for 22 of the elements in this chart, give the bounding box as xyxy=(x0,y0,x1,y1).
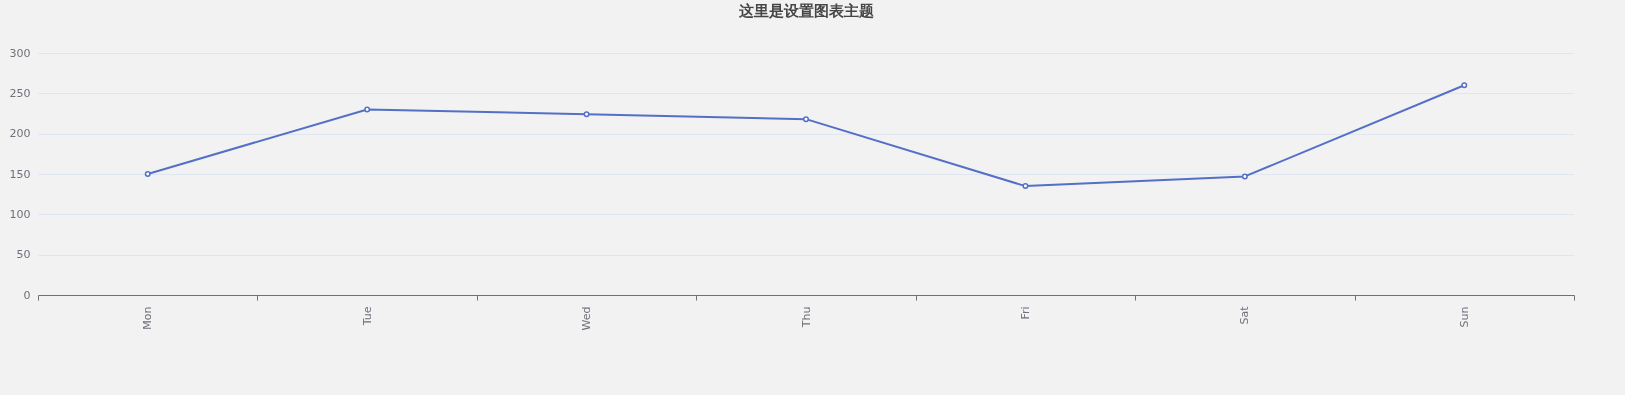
x-tick-label: Tue xyxy=(360,306,374,327)
point xyxy=(1461,82,1468,89)
y-tick-label: 200 xyxy=(9,127,31,141)
point xyxy=(1022,183,1029,190)
y-tick-label: 50 xyxy=(16,248,31,262)
point xyxy=(144,171,151,177)
x-tick-label: Sat xyxy=(1238,305,1252,325)
y-tick-label: 0 xyxy=(23,288,31,302)
x-tick-label: Fri xyxy=(1018,306,1032,320)
point xyxy=(364,106,371,113)
x-tick-label: Sun xyxy=(1457,306,1471,328)
y-tick-label: 150 xyxy=(9,167,31,181)
x-tick-label: Thu xyxy=(799,306,813,329)
x-tick-label: Wed xyxy=(580,306,594,331)
point xyxy=(803,116,809,123)
x-tick-label: Mon xyxy=(141,306,155,330)
y-tick-label: 100 xyxy=(9,207,31,221)
y-tick-label: 300 xyxy=(9,46,31,60)
chart-title: 这里是设置图表主题 xyxy=(737,2,874,20)
y-tick-label: 250 xyxy=(9,86,31,100)
point xyxy=(1241,173,1248,180)
point xyxy=(583,111,590,118)
